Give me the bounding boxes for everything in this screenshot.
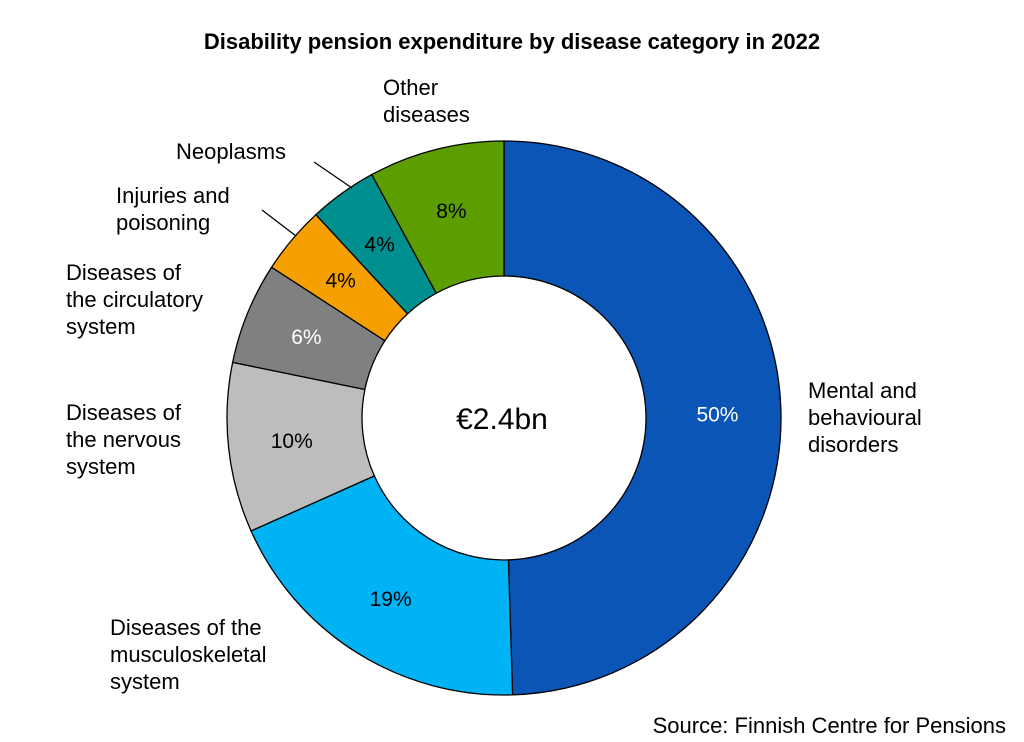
pct-label-diseases-of-the-musculoskeletal-system: 19% [370,588,412,611]
leader-lines [261,161,353,237]
center-total-label: €2.4bn [456,403,548,436]
category-label-injuries-and-poisoning: Injuries and poisoning [116,183,230,235]
category-label-neoplasms: Neoplasms [176,139,286,164]
pct-label-diseases-of-the-nervous-system: 10% [271,430,313,453]
slice-other-diseases [370,140,505,295]
leader-line-neoplasms [313,161,353,189]
slice-mental-and-behavioural-disorders [503,140,782,696]
category-label-mental-and-behavioural-disorders: Mental and behavioural disorders [808,378,922,457]
category-labels: Mental and behavioural disorders Diseases o… [66,75,922,694]
pct-label-neoplasms: 4% [364,233,394,256]
pct-label-injuries-and-poisoning: 4% [326,269,356,292]
pct-label-other-diseases: 8% [436,200,466,223]
category-label-diseases-of-the-circulatory-system: Diseases of the circulatory system [66,260,203,339]
category-label-other-diseases: Other diseases [383,75,470,127]
category-label-diseases-of-the-musculoskeletal-system: Diseases of the musculoskeletal system [110,615,267,694]
slices-group [226,140,782,696]
category-label-diseases-of-the-nervous-system: Diseases of the nervous system [66,400,182,479]
source-note: Source: Finnish Centre for Pensions [653,713,1006,738]
slice-diseases-of-the-musculoskeletal-system [250,475,514,696]
pct-label-diseases-of-the-circulatory-system: 6% [291,326,321,349]
leader-line-injuries-and-poisoning [261,209,297,237]
percent-labels: 50% 19% 10% 6% 4% 4% 8% [271,200,739,611]
pct-label-mental-and-behavioural-disorders: 50% [696,404,738,427]
chart-title: Disability pension expenditure by diseas… [204,29,820,54]
